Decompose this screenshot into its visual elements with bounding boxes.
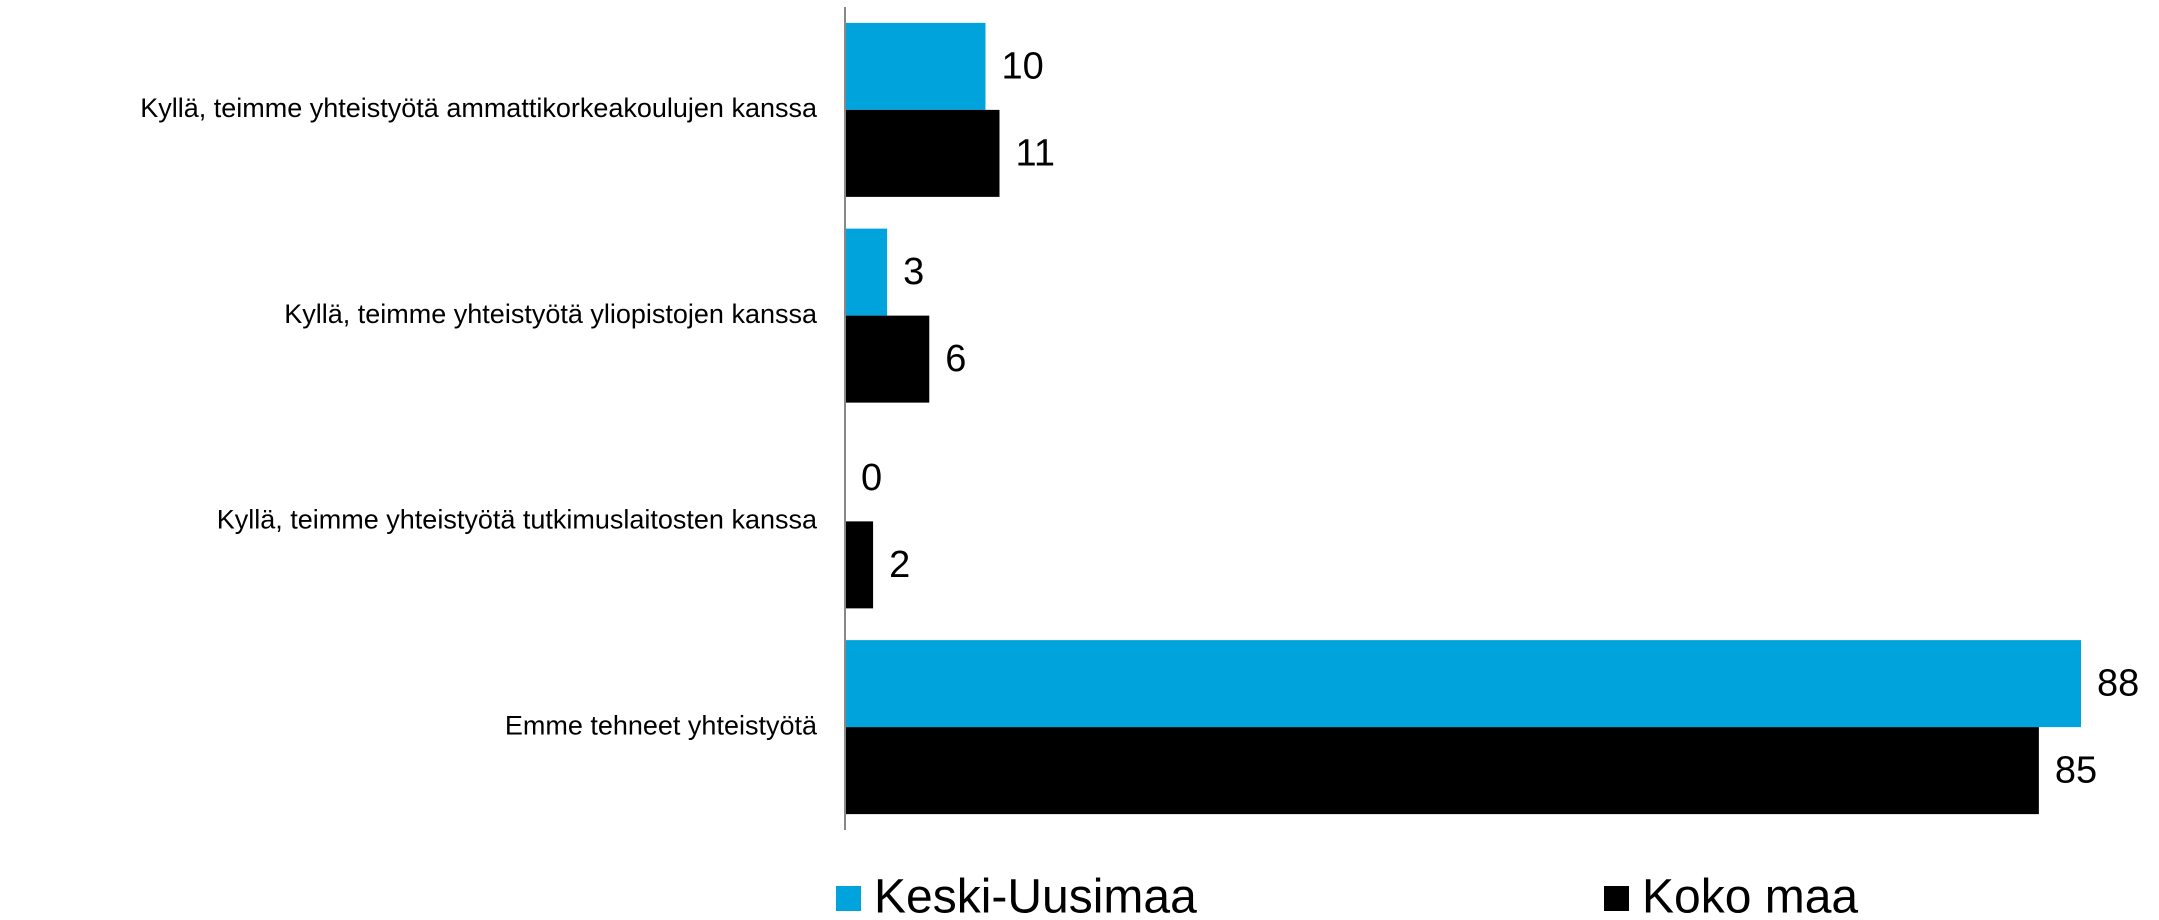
value-label: 85: [2055, 750, 2097, 792]
value-label: 10: [1001, 45, 1043, 87]
value-label: 6: [945, 338, 966, 380]
value-label: 2: [889, 544, 910, 586]
value-label: 3: [903, 251, 924, 293]
bar: [845, 521, 874, 609]
bar: [845, 315, 930, 403]
legend-label: Keski-Uusimaa: [874, 871, 1197, 920]
category-label: Kyllä, teimme yhteistyötä tutkimuslaitos…: [217, 505, 818, 535]
legend-swatch: [836, 886, 861, 911]
value-label: 88: [2097, 663, 2139, 705]
legend-swatch: [1604, 886, 1629, 911]
category-label: Emme tehneet yhteistyötä: [505, 710, 818, 740]
bar: [845, 640, 2081, 728]
bar: [845, 727, 2039, 815]
value-label: 11: [1016, 132, 1055, 174]
category-label: Kyllä, teimme yhteistyötä yliopistojen k…: [284, 299, 818, 329]
bar: [845, 228, 888, 316]
bar: [845, 109, 1000, 197]
value-label: 0: [861, 457, 882, 499]
bar: [845, 22, 986, 110]
legend-label: Koko maa: [1642, 871, 1858, 920]
category-label: Kyllä, teimme yhteistyötä ammattikorkeak…: [140, 93, 818, 123]
